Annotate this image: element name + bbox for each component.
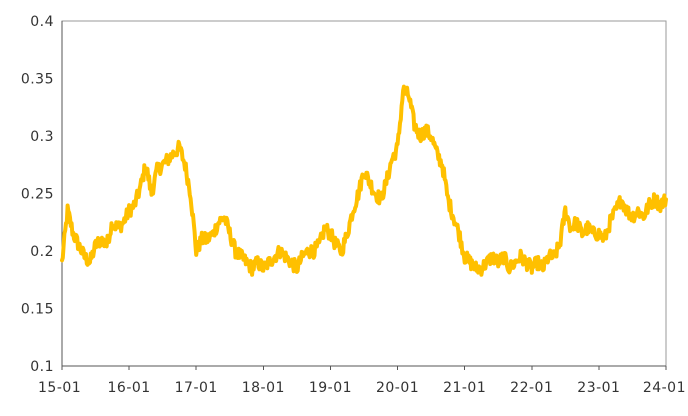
y-tick-label: 0.1 <box>30 359 54 375</box>
y-tick-label: 0.15 <box>21 302 54 318</box>
x-tick-label: 21-01 <box>443 380 486 396</box>
y-tick-label: 0.25 <box>21 187 54 203</box>
y-tick-labels: 0.1 0.15 0.2 0.25 0.3 0.35 0.4 <box>21 14 54 375</box>
x-tick-label: 20-01 <box>376 380 419 396</box>
y-tick-label: 0.4 <box>30 14 54 30</box>
y-tick-label: 0.2 <box>30 244 54 260</box>
x-tick-label: 15-01 <box>38 380 81 396</box>
x-tick-label: 16-01 <box>108 380 151 396</box>
y-tick-label: 0.3 <box>30 129 54 145</box>
x-tick-label: 24-01 <box>643 380 686 396</box>
x-tick-label: 17-01 <box>175 380 218 396</box>
y-tick-label: 0.35 <box>21 72 54 88</box>
x-tick-labels: 15-01 16-01 17-01 18-01 19-01 20-01 21-01 22-01… <box>38 366 686 396</box>
series-layer <box>60 84 668 277</box>
series-line <box>60 84 668 277</box>
x-tick-label: 18-01 <box>242 380 285 396</box>
x-tick-label: 23-01 <box>577 380 620 396</box>
x-tick-label: 19-01 <box>309 380 352 396</box>
x-tick-label: 22-01 <box>510 380 553 396</box>
